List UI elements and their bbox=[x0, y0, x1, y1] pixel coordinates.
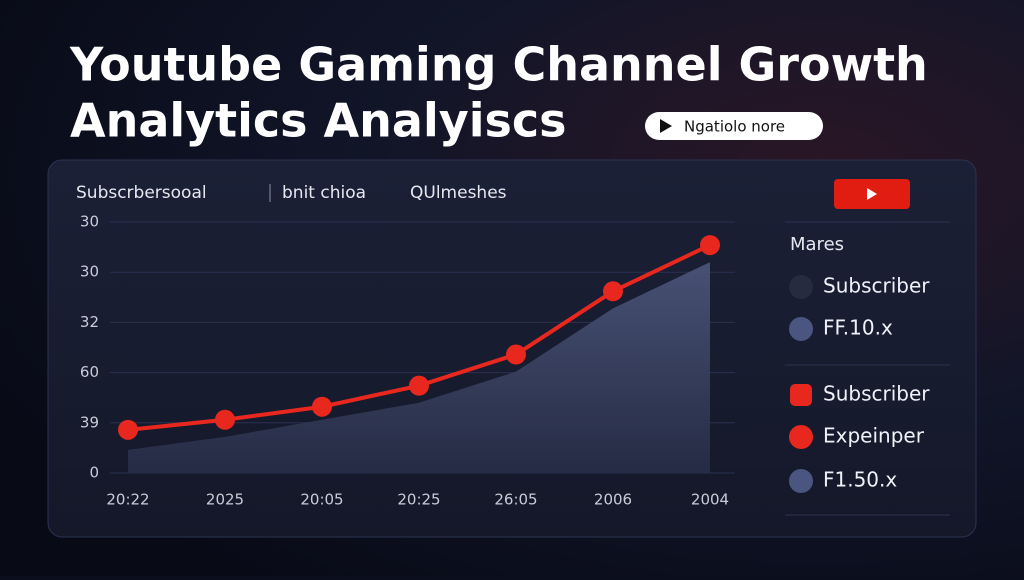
legend-swatch bbox=[789, 317, 813, 341]
point bbox=[506, 344, 526, 365]
tab[interactable]: bnit chioa bbox=[282, 183, 366, 203]
y-tick-label: 60 bbox=[80, 363, 99, 381]
point bbox=[700, 235, 720, 256]
legend-swatch bbox=[790, 384, 812, 406]
legend-label: Expeinper bbox=[823, 424, 925, 448]
legend-label: FF.10.x bbox=[823, 316, 893, 340]
legend-title: Mares bbox=[790, 234, 844, 255]
area bbox=[128, 262, 710, 473]
point bbox=[215, 409, 235, 430]
x-tick-label: 20:22 bbox=[106, 491, 149, 509]
legend-label: Subscriber bbox=[823, 274, 930, 298]
x-tick-label: 2025 bbox=[206, 491, 244, 509]
y-tick-label: 30 bbox=[80, 213, 99, 231]
title: Analytics Analyiscs bbox=[70, 94, 567, 148]
y-tick-label: 32 bbox=[80, 313, 99, 331]
x-tick-label: 2004 bbox=[691, 491, 729, 509]
play-icon bbox=[867, 188, 877, 200]
tab[interactable]: QUlmeshes bbox=[410, 183, 507, 203]
point bbox=[409, 375, 429, 396]
legend-swatch bbox=[789, 275, 813, 299]
point bbox=[118, 419, 138, 440]
legend-label: Subscriber bbox=[823, 382, 930, 406]
legend-label: F1.50.x bbox=[823, 468, 897, 492]
y-tick-label: 30 bbox=[80, 263, 99, 281]
y-tick-label: 0 bbox=[89, 464, 99, 482]
title: Youtube Gaming Channel Growth bbox=[69, 38, 928, 92]
play-icon bbox=[660, 119, 672, 133]
y-tick-label: 39 bbox=[80, 413, 99, 431]
x-tick-label: 20:05 bbox=[300, 491, 343, 509]
x-tick-label: 2006 bbox=[594, 491, 632, 509]
x-tick-label: 20:25 bbox=[397, 491, 440, 509]
button-label[interactable]: Ngatiolo nore bbox=[684, 118, 785, 136]
point bbox=[603, 281, 623, 302]
button[interactable] bbox=[645, 112, 823, 140]
legend-swatch bbox=[789, 469, 813, 493]
legend-swatch bbox=[789, 425, 813, 449]
point bbox=[312, 396, 332, 417]
x-tick-label: 26:05 bbox=[494, 491, 537, 509]
tab[interactable]: Subscrbersooal bbox=[76, 183, 207, 203]
